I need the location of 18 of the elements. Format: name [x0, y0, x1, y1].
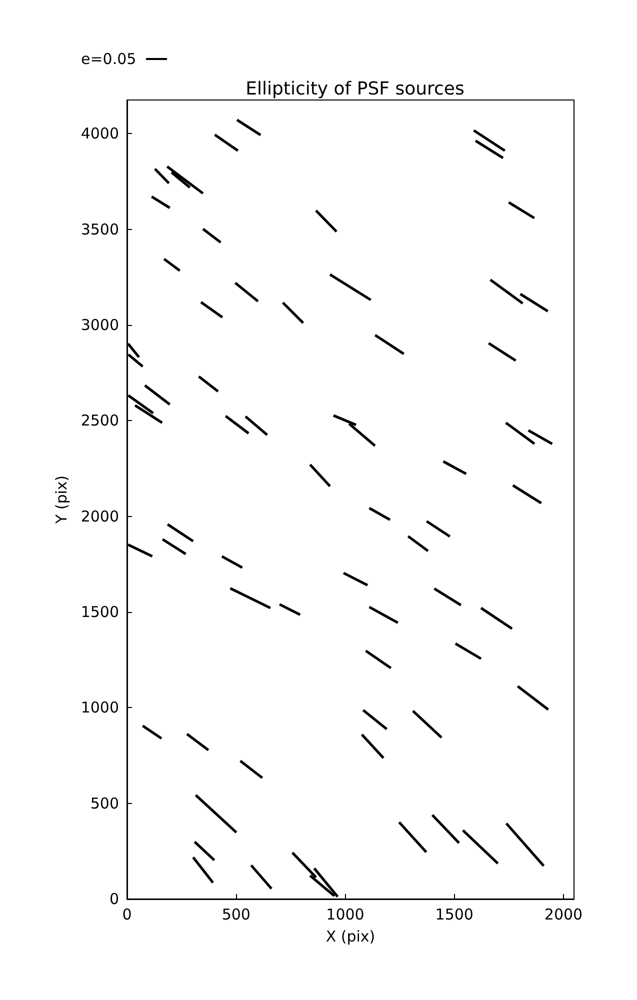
y-tick-label: 2500 [80, 412, 119, 430]
x-tick-label: 500 [222, 906, 250, 924]
y-tick-label: 4000 [80, 124, 119, 143]
y-tick-label: 3500 [80, 220, 119, 238]
y-tick-label: 500 [90, 794, 119, 812]
y-axis-title: Y (pix) [52, 475, 70, 525]
x-axis-title: X (pix) [326, 928, 376, 946]
y-tick-label: 2000 [80, 507, 119, 526]
text: e=0.05 [81, 50, 136, 68]
y-tick-label: 1000 [80, 698, 119, 717]
x-tick-label: 1500 [435, 906, 474, 924]
x-tick-label: 2000 [544, 906, 583, 924]
y-tick-label: 0 [109, 890, 119, 908]
y-tick-label: 1500 [80, 603, 119, 622]
x-tick-label: 1000 [326, 906, 364, 924]
chart-title: Ellipticity of PSF sources [246, 78, 464, 100]
y-tick-label: 3000 [80, 316, 119, 334]
x-tick-label: 0 [122, 906, 132, 924]
